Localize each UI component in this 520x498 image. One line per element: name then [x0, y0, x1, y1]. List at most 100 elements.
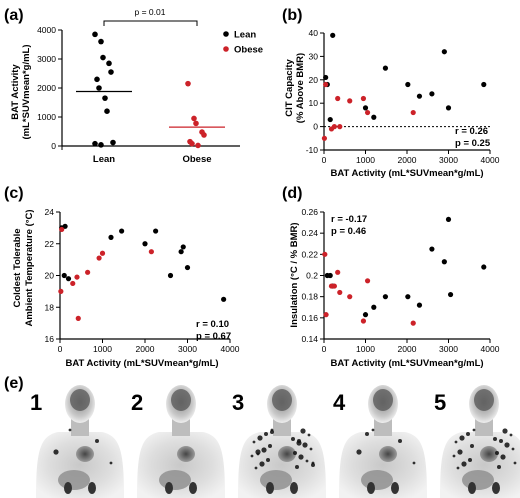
bat-uptake — [311, 463, 315, 467]
legend-obese-marker — [223, 46, 229, 52]
data-point — [92, 31, 98, 38]
panel-b-xlabel: BAT Activity (mL*SUVmean*g/mL) — [330, 168, 483, 179]
panel-d: (d) Insulation (°C / % BMR) 0 1000 2000 300… — [282, 185, 500, 369]
data-point-lean — [327, 272, 333, 279]
panel-a-legend: Lean Obese — [223, 30, 263, 56]
y-tick-label: 22 — [45, 239, 55, 249]
panel-b-stat-p: p = 0.25 — [455, 138, 491, 149]
panel-a-category-obese: Obese — [182, 154, 211, 165]
bat-uptake — [468, 458, 472, 462]
bat-uptake — [295, 465, 299, 469]
data-point-lean — [108, 234, 114, 240]
data-point — [108, 69, 114, 75]
x-tick-label: 3000 — [439, 344, 458, 354]
kidney — [88, 482, 96, 494]
y-tick-label: 0.16 — [301, 313, 318, 323]
y-tick-label: 2000 — [37, 83, 56, 93]
data-point-lean — [405, 81, 411, 88]
data-point-obese — [364, 278, 371, 284]
data-point — [104, 108, 110, 114]
y-tick-label: 3000 — [37, 54, 56, 64]
data-point-obese — [148, 249, 154, 255]
panel-d-stat-r: r = -0.17 — [331, 214, 367, 225]
torso — [137, 432, 225, 498]
legend-lean-label: Lean — [234, 30, 256, 41]
panel-e: (e) 1 2 3 4 5 — [4, 375, 520, 498]
scan-image: 1 — [30, 385, 124, 498]
y-tick-label: 30 — [309, 51, 319, 61]
y-tick-label: -10 — [306, 145, 319, 155]
panel-d-xlabel: BAT Activity (mL*SUVmean*g/mL) — [330, 358, 483, 369]
data-point-lean — [362, 312, 369, 318]
data-point-obese — [323, 312, 329, 318]
bat-uptake — [365, 432, 369, 436]
data-point — [100, 54, 106, 61]
data-point-obese — [96, 255, 102, 261]
bat-uptake — [459, 435, 465, 441]
panel-b-points — [321, 32, 487, 141]
bat-uptake — [261, 447, 267, 453]
brain — [474, 389, 494, 411]
bat-uptake — [250, 454, 254, 458]
torso — [238, 432, 326, 498]
data-point-lean — [327, 116, 333, 123]
x-tick-label: 4000 — [481, 155, 500, 165]
data-point — [201, 132, 207, 138]
x-tick-label: 4000 — [221, 344, 240, 354]
bat-uptake — [302, 442, 308, 448]
data-point-obese — [337, 289, 343, 296]
panel-a-points — [76, 31, 225, 149]
data-point-obese — [410, 109, 416, 116]
data-point-lean — [481, 81, 487, 88]
heart — [379, 446, 397, 462]
data-point — [92, 140, 98, 147]
bat-uptake — [513, 461, 517, 465]
data-point-lean — [371, 114, 377, 120]
y-tick-label: 0.26 — [301, 207, 318, 217]
y-tick-label: 0.22 — [301, 249, 318, 259]
data-point — [191, 115, 197, 122]
data-point-lean — [180, 244, 186, 250]
bat-uptake — [300, 428, 306, 434]
scan-number: 2 — [131, 390, 143, 415]
bat-uptake — [259, 461, 265, 467]
bat-uptake — [296, 440, 302, 446]
bat-uptake — [461, 461, 467, 467]
panel-a-ylabel-line2: (mL*SUVmean*g/mL) — [21, 44, 32, 139]
data-point — [94, 76, 100, 83]
bat-uptake — [502, 428, 508, 434]
data-point-obese — [335, 269, 341, 275]
bat-uptake — [109, 461, 113, 465]
y-tick-label: 20 — [45, 271, 55, 281]
data-point-obese — [337, 124, 343, 130]
panel-c-ticks: 0 1000 2000 3000 4000 16 18 20 22 24 — [45, 207, 240, 354]
scan-number: 1 — [30, 390, 42, 415]
bat-uptake — [511, 447, 515, 451]
panel-c-xlabel: BAT Activity (mL*SUVmean*g/mL) — [65, 358, 218, 369]
kidney — [367, 482, 375, 494]
data-point-obese — [331, 124, 337, 130]
x-tick-label: 1000 — [356, 344, 375, 354]
data-point-lean — [447, 291, 454, 298]
liver — [58, 470, 90, 490]
heart — [76, 446, 94, 462]
data-point — [193, 120, 199, 127]
scan-number: 4 — [333, 390, 346, 415]
data-point-lean — [382, 294, 389, 300]
x-tick-label: 3000 — [439, 155, 458, 165]
data-point-lean — [178, 249, 184, 255]
brain — [70, 389, 90, 411]
data-point-obese — [85, 269, 91, 275]
data-point-lean — [362, 105, 369, 111]
data-point-lean — [62, 223, 68, 229]
legend-lean-marker — [223, 31, 229, 37]
data-point — [185, 80, 191, 87]
bat-uptake — [255, 449, 261, 455]
panel-a-label: (a) — [4, 7, 24, 24]
x-tick-label: 3000 — [178, 344, 197, 354]
bat-uptake — [412, 461, 416, 465]
bat-uptake — [53, 449, 59, 455]
torso — [36, 432, 124, 498]
scan-image: 5 — [434, 385, 520, 498]
data-point — [102, 95, 108, 101]
